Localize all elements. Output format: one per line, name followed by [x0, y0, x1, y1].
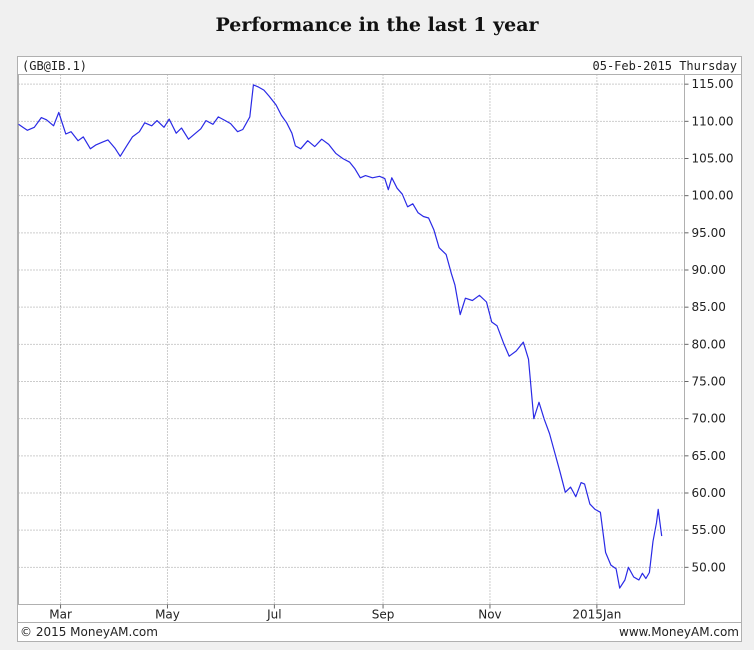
- plot-area: [18, 74, 685, 605]
- x-axis: Mar May Jul Sep Nov 2015Jan: [49, 604, 621, 622]
- y-tick-label: 105.00: [692, 151, 734, 165]
- chart-frame: (GB@IB.1) 05-Feb-2015 Thursday 115.00 110…: [17, 56, 742, 642]
- y-tick-label: 90.00: [692, 263, 726, 277]
- y-tick-label: 115.00: [692, 77, 734, 91]
- y-tick-label: 75.00: [692, 374, 726, 388]
- y-tick-label: 55.00: [692, 523, 726, 537]
- x-tick-label: May: [155, 608, 180, 622]
- y-tick-label: 95.00: [692, 226, 726, 240]
- y-tick-label: 65.00: [692, 449, 726, 463]
- copyright-label: © 2015 MoneyAM.com: [20, 625, 158, 639]
- series: [18, 84, 663, 589]
- x-tick-label: Jul: [266, 608, 281, 622]
- site-label: www.MoneyAM.com: [619, 625, 739, 639]
- date-label: 05-Feb-2015 Thursday: [593, 59, 738, 73]
- y-tick-label: 70.00: [692, 412, 726, 426]
- chart-header-band: (GB@IB.1) 05-Feb-2015 Thursday: [18, 59, 741, 75]
- y-tick-label: 85.00: [692, 300, 726, 314]
- y-tick-label: 110.00: [692, 114, 734, 128]
- x-tick-label: 2015Jan: [572, 608, 621, 622]
- y-tick-label: 60.00: [692, 486, 726, 500]
- page-title: Performance in the last 1 year: [215, 14, 539, 36]
- y-axis: 115.00 110.00 105.00 100.00 95.00 90.00 85.00 8…: [684, 77, 734, 574]
- chart-footer-band: © 2015 MoneyAM.com www.MoneyAM.com: [18, 622, 741, 639]
- price-chart: (GB@IB.1) 05-Feb-2015 Thursday 115.00 110…: [18, 59, 741, 639]
- x-tick-label: Nov: [478, 608, 501, 622]
- y-tick-label: 80.00: [692, 337, 726, 351]
- price-series-line: [18, 84, 663, 589]
- x-tick-label: Mar: [49, 608, 72, 622]
- symbol-label: (GB@IB.1): [22, 59, 87, 73]
- x-tick-label: Sep: [372, 608, 395, 622]
- grid: [18, 74, 685, 605]
- y-tick-label: 50.00: [692, 560, 726, 574]
- y-tick-label: 100.00: [692, 189, 734, 203]
